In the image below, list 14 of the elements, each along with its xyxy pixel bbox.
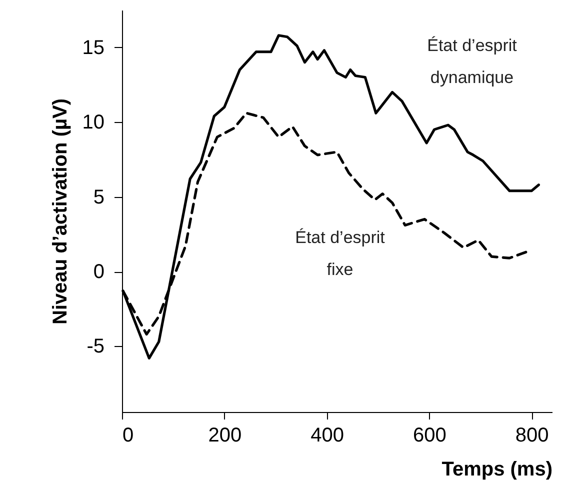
- x-axis-title: Temps (ms): [442, 458, 552, 480]
- y-tick-label: 0: [93, 261, 104, 284]
- x-tick-label: 200: [208, 424, 242, 446]
- x-tick-label: 400: [310, 424, 344, 446]
- x-tick-label: 800: [515, 424, 549, 446]
- y-tick-label: 10: [82, 112, 104, 134]
- y-tick-label: 15: [82, 36, 104, 59]
- y-tick-label: -5: [86, 336, 104, 358]
- x-tick-label: 0: [122, 424, 134, 446]
- y-tick-label: 5: [93, 186, 104, 208]
- annotation: État d’esprit dynamique: [427, 36, 518, 87]
- annotation: État d’esprit fixe: [295, 228, 386, 279]
- y-axis-title: Niveau d’activation (µV): [49, 98, 72, 325]
- x-tick-label: 600: [412, 424, 446, 446]
